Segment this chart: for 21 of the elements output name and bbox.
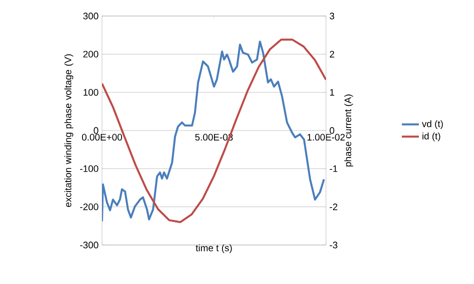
x-axis-title: time t (s) (196, 244, 232, 254)
y2-tick-label: 3 (330, 12, 334, 20)
y2-axis-title: phase current (A) (344, 94, 354, 166)
y2-tick-label: -1 (330, 165, 338, 172)
y-tick-label: -300 (80, 242, 98, 248)
x-tick-label: 1.00E-02 (308, 134, 345, 141)
y2-tick-label: -3 (330, 242, 338, 248)
legend-label: id (t) (422, 132, 440, 142)
y2-tick-label: 2 (330, 50, 334, 58)
y-tick-label: 200 (83, 50, 98, 58)
y-tick-label: 300 (83, 12, 98, 20)
x-tick-label: 0.00E+00 (82, 134, 122, 141)
y2-tick-label: 1 (330, 89, 334, 96)
y2-tick-label: -2 (330, 204, 338, 210)
legend-label: vd (t) (422, 120, 443, 130)
y-tick-label: 100 (84, 88, 98, 96)
y-tick-label: 0 (94, 127, 98, 134)
y-axis-title: excitation winding phase voltage (V) (64, 54, 74, 207)
y-tick-label: -200 (80, 203, 98, 210)
y-tick-label: -100 (80, 165, 98, 172)
y2-tick-label: 0 (330, 127, 334, 134)
